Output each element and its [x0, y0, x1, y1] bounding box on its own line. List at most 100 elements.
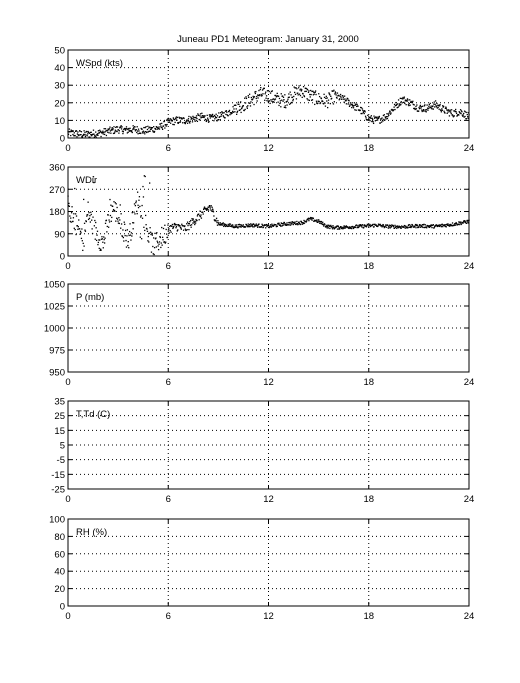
data-point: [72, 130, 75, 132]
data-point: [237, 103, 239, 105]
data-point: [88, 136, 90, 138]
data-point: [164, 242, 166, 244]
data-point: [222, 112, 224, 114]
data-point: [423, 223, 425, 225]
data-point: [387, 224, 389, 227]
data-point: [433, 101, 435, 103]
data-point: [302, 222, 305, 225]
data-point: [332, 90, 334, 92]
data-point: [336, 228, 339, 230]
data-point: [117, 222, 120, 224]
data-point: [235, 104, 237, 106]
data-point: [335, 92, 337, 94]
data-point: [334, 91, 336, 93]
data-point: [364, 224, 366, 226]
data-point: [116, 126, 118, 128]
data-point: [220, 223, 223, 225]
data-point: [70, 129, 72, 131]
x-tick-label: 0: [65, 494, 70, 505]
data-point: [144, 229, 146, 232]
data-point: [96, 134, 98, 136]
data-point: [104, 237, 106, 239]
data-point: [102, 133, 104, 135]
data-point: [422, 224, 424, 226]
data-point: [418, 108, 421, 110]
data-point: [399, 104, 401, 106]
data-point: [89, 221, 92, 223]
data-point: [298, 85, 300, 87]
data-point: [343, 227, 346, 229]
data-point: [181, 223, 183, 225]
data-point: [363, 110, 365, 112]
data-point: [99, 130, 102, 132]
data-point: [394, 105, 397, 107]
data-point: [258, 223, 260, 225]
data-point: [266, 225, 268, 228]
x-tick-label: 18: [363, 377, 374, 388]
data-point: [281, 222, 284, 225]
data-point: [86, 215, 88, 217]
data-point: [126, 132, 129, 134]
data-point: [269, 226, 271, 228]
data-point: [355, 105, 358, 108]
data-point: [284, 94, 286, 96]
data-point: [129, 234, 132, 236]
data-point: [189, 122, 191, 124]
data-point: [262, 226, 265, 228]
data-point: [423, 105, 426, 107]
data-point: [339, 98, 341, 100]
data-point: [466, 222, 468, 224]
data-point: [149, 128, 152, 130]
data-point: [234, 111, 236, 113]
data-point: [103, 131, 105, 134]
data-point: [316, 221, 318, 223]
data-point: [310, 99, 313, 101]
data-point: [286, 100, 289, 102]
data-point: [164, 224, 166, 226]
data-point: [107, 226, 110, 228]
data-point: [408, 224, 410, 226]
data-point: [330, 95, 332, 97]
data-point: [391, 224, 393, 226]
y-tick-label: 60: [54, 549, 65, 560]
data-point: [376, 116, 378, 119]
data-point: [314, 91, 316, 94]
data-point: [115, 130, 117, 132]
data-point: [457, 223, 459, 225]
data-point: [162, 125, 165, 127]
data-point: [389, 111, 391, 113]
data-point: [468, 219, 470, 221]
data-point: [376, 119, 379, 121]
data-point: [186, 229, 188, 231]
data-point: [176, 116, 178, 119]
data-point: [175, 116, 178, 118]
data-point: [341, 98, 343, 100]
data-point: [411, 224, 414, 226]
data-point: [401, 97, 403, 100]
data-point: [448, 115, 451, 117]
data-point: [87, 218, 90, 221]
data-point: [211, 115, 213, 117]
data-point: [160, 126, 162, 129]
data-point: [298, 222, 301, 225]
data-point: [199, 113, 202, 115]
data-point: [233, 226, 236, 229]
data-point: [364, 115, 367, 117]
data-point: [292, 98, 294, 101]
data-point: [352, 105, 354, 107]
data-point: [177, 229, 179, 231]
data-point: [463, 220, 466, 222]
data-point: [336, 97, 338, 99]
data-point: [442, 105, 444, 107]
data-point: [366, 119, 369, 121]
data-point: [326, 100, 328, 102]
data-point: [215, 116, 218, 119]
x-tick-label: 24: [464, 611, 475, 622]
data-point: [268, 225, 270, 227]
data-point: [167, 224, 169, 226]
y-tick-label: 1050: [44, 280, 65, 291]
data-point: [245, 97, 248, 100]
data-point: [467, 116, 469, 118]
data-point: [352, 107, 355, 109]
data-point: [156, 240, 158, 242]
